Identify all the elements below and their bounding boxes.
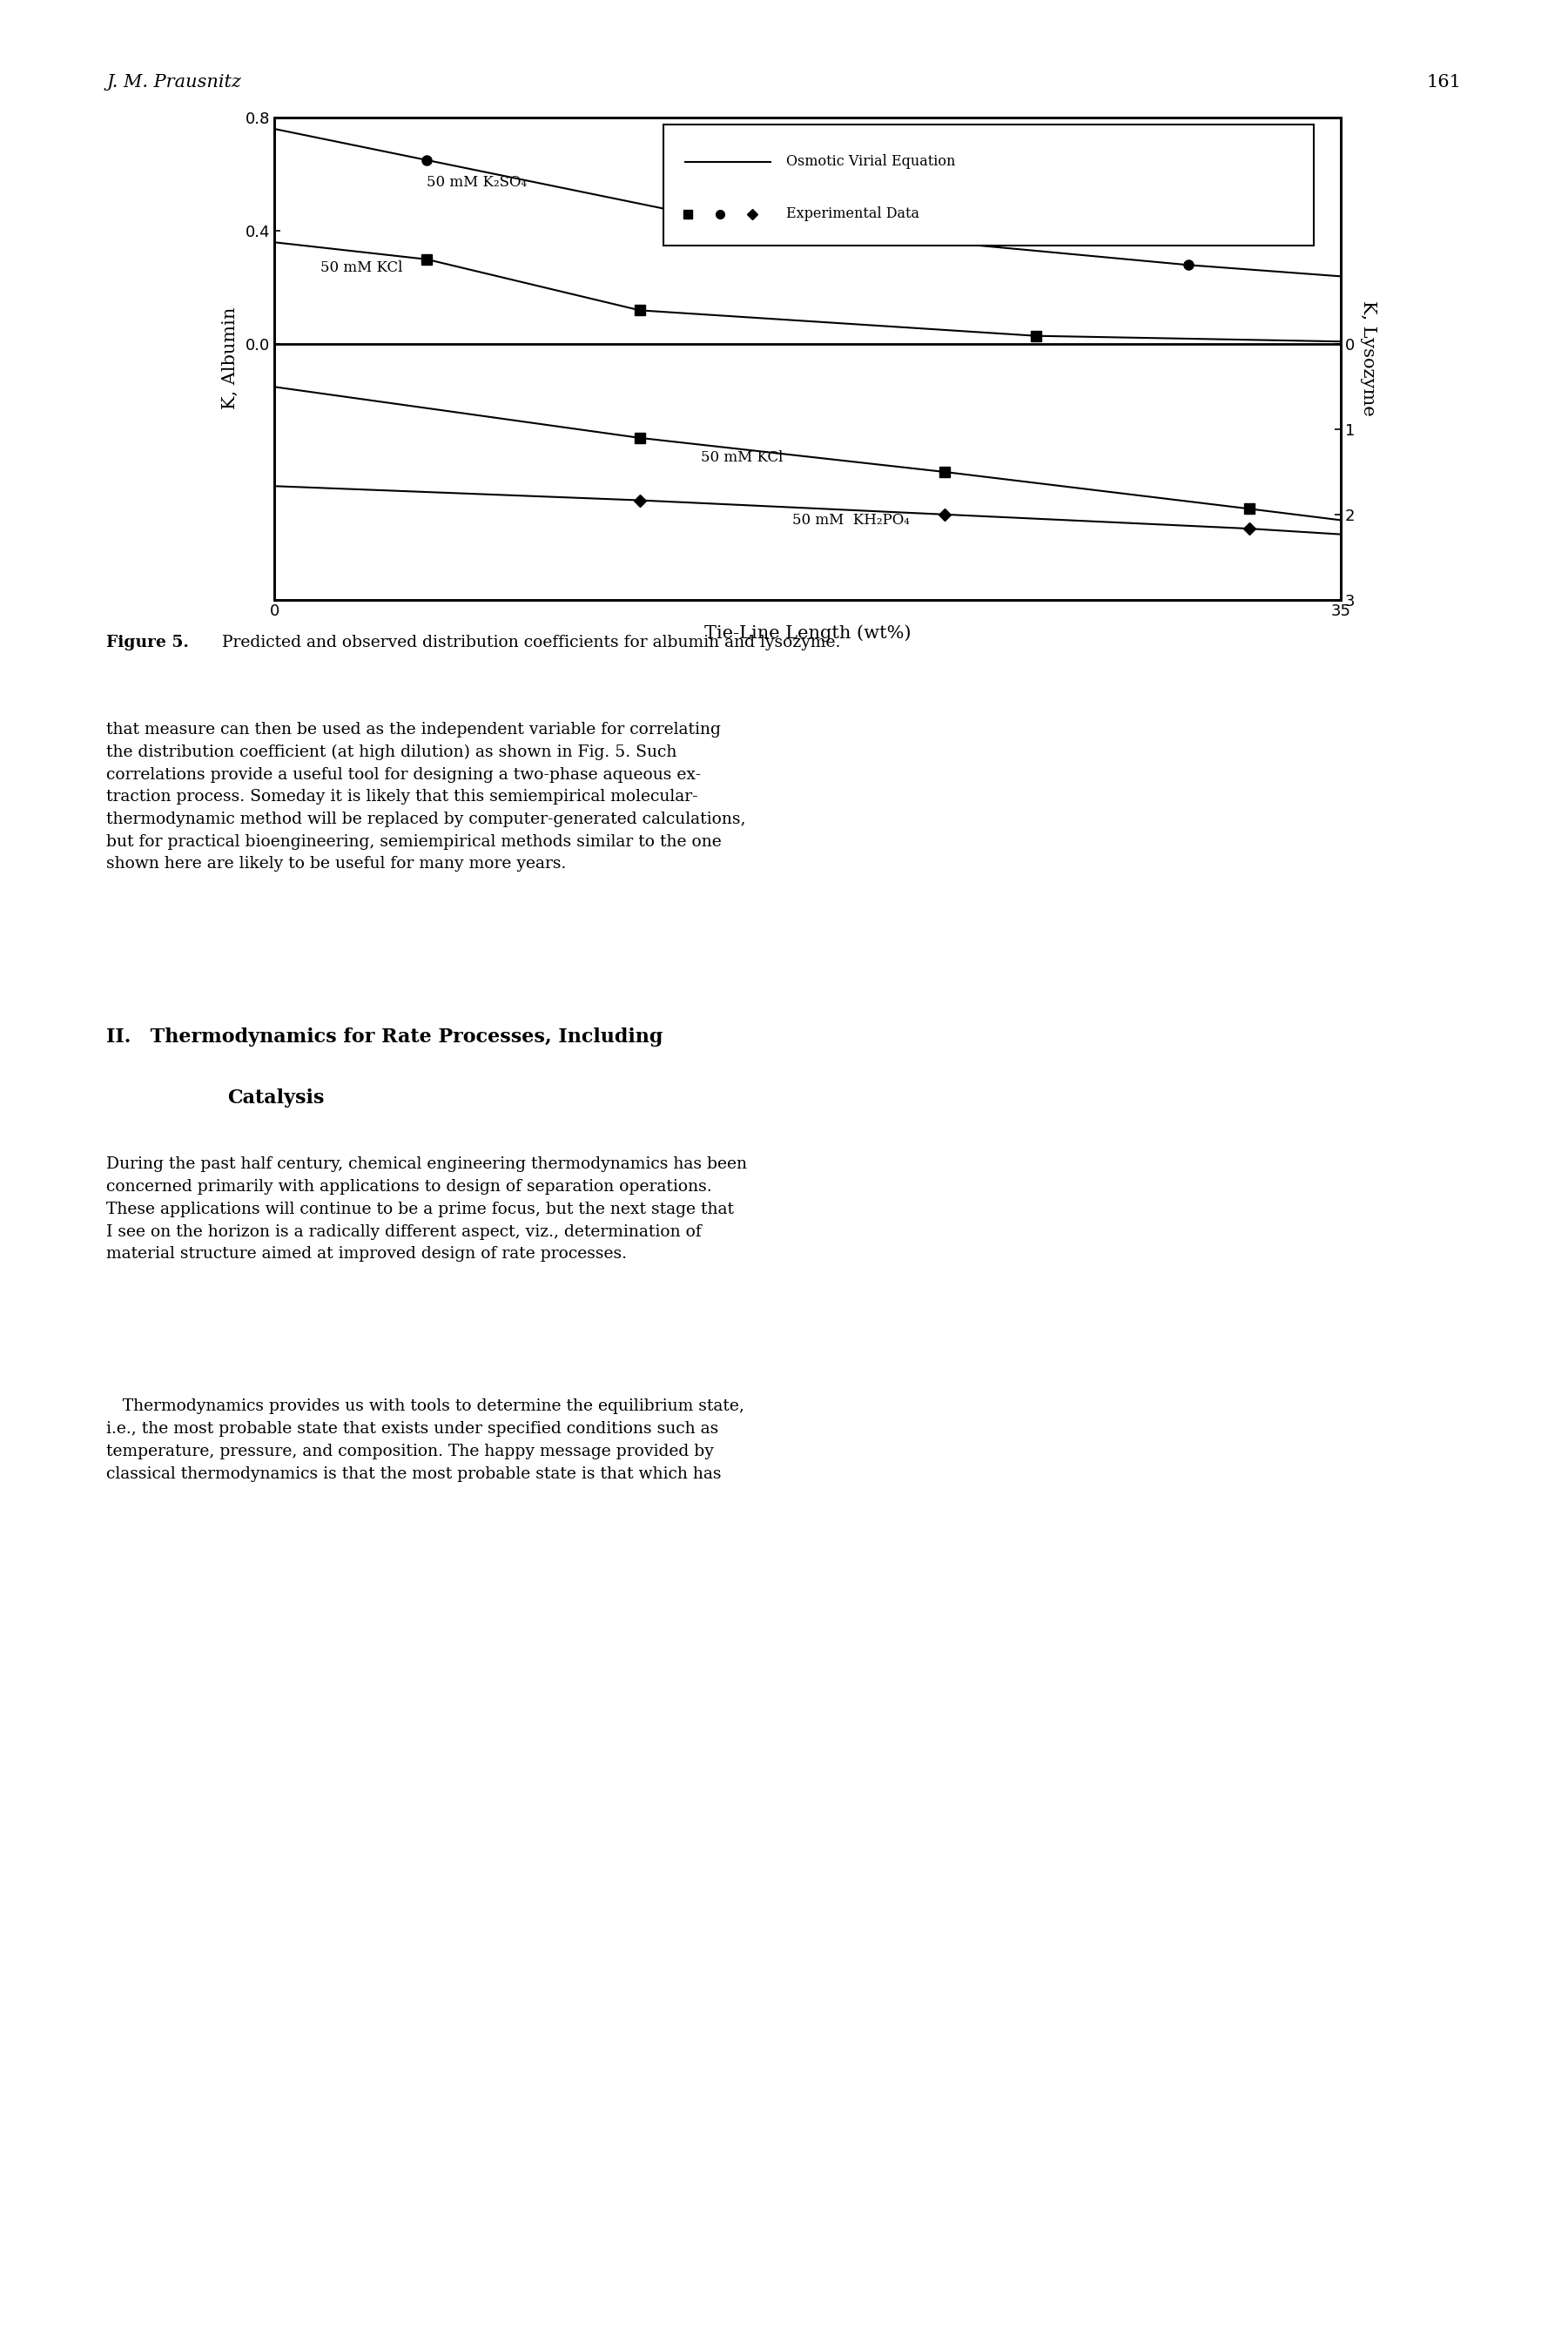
Text: Predicted and observed distribution coefficients for albumin and lysozyme.: Predicted and observed distribution coef…: [212, 635, 840, 651]
Text: 50 mM KCl: 50 mM KCl: [320, 261, 403, 275]
Text: II. Thermodynamics for Rate Processes, Including: II. Thermodynamics for Rate Processes, I…: [107, 1027, 663, 1046]
Y-axis label: K, Lysozyme: K, Lysozyme: [1359, 301, 1377, 416]
Text: During the past half century, chemical engineering thermodynamics has been
conce: During the past half century, chemical e…: [107, 1157, 748, 1262]
Text: Catalysis: Catalysis: [227, 1089, 325, 1107]
Text: Figure 5.: Figure 5.: [107, 635, 190, 651]
Text: 50 mM KCl: 50 mM KCl: [701, 451, 782, 465]
Text: Thermodynamics provides us with tools to determine the equilibrium state,
i.e., : Thermodynamics provides us with tools to…: [107, 1399, 745, 1481]
X-axis label: Tie-Line Length (wt%): Tie-Line Length (wt%): [704, 625, 911, 642]
Text: Experimental Data: Experimental Data: [786, 207, 919, 221]
Text: that measure can then be used as the independent variable for correlating
the di: that measure can then be used as the ind…: [107, 722, 746, 872]
Text: Osmotic Virial Equation: Osmotic Virial Equation: [786, 155, 955, 169]
Text: J. M. Prausnitz: J. M. Prausnitz: [107, 73, 241, 92]
Y-axis label: K, Albumin: K, Albumin: [221, 308, 238, 409]
FancyBboxPatch shape: [663, 125, 1314, 245]
Text: 50 mM K₂SO₄: 50 mM K₂SO₄: [426, 176, 527, 190]
Text: 161: 161: [1427, 73, 1461, 92]
Text: 50 mM  KH₂PO₄: 50 mM KH₂PO₄: [792, 513, 909, 527]
